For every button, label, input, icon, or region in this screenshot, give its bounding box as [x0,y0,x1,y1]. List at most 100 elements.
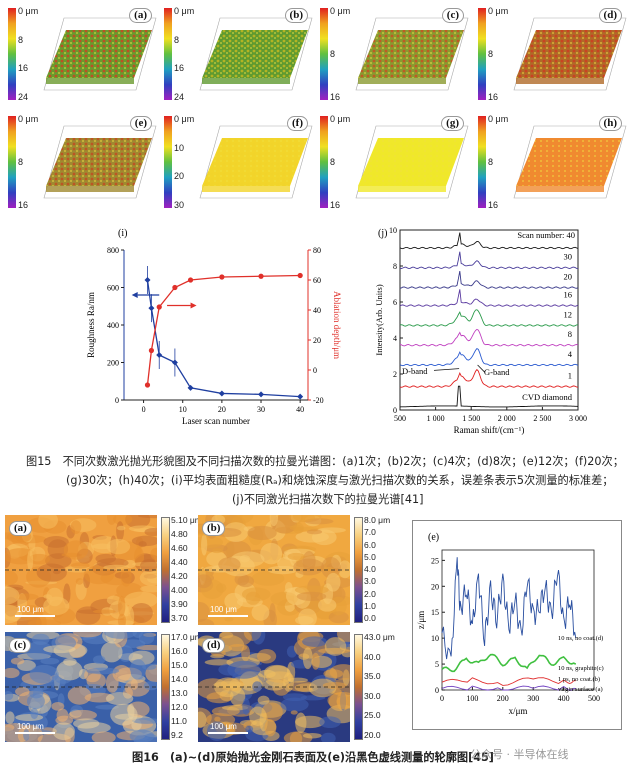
d-band-annotation: D-band [402,366,428,376]
colorbar-tick: 16 [330,200,341,210]
panel-label: (d) [202,638,226,653]
series-label: 8 [568,329,572,339]
x-tick: 0 [440,694,444,703]
colorbar-tick: 16.0 [171,646,188,656]
colorbar [161,634,170,740]
colorbar-tick: 20 [174,171,185,182]
colorbar-tick: 40.0 [364,651,381,662]
x-tick: 30 [257,405,265,414]
spectrum-line [399,348,579,367]
x-tick: 20 [218,405,226,414]
x-tick: 500 [394,414,406,423]
scale-bar-label: 100 μm [210,722,237,731]
y2-tick: 40 [313,306,321,315]
spectrum-line [399,385,579,408]
caption-line: 图15 不同次数激光抛光形貌图及不同扫描次数的拉曼光谱图：(a)1次；(b)2次… [26,455,624,468]
data-point [187,384,194,391]
profile-line [441,677,576,686]
colorbar-tick: 4.60 [171,543,188,553]
watermark: 公众号 · 半导体在线 [470,748,569,761]
profile-line [441,685,576,691]
colorbar-tick: 0 μm [488,6,509,16]
x-tick: 1 000 [427,414,445,423]
x-tick: 2 000 [498,414,516,423]
series-label: 10 ns, graphite(c) [558,665,604,672]
colorbar-tick: 12.0 [171,702,188,712]
data-point [187,277,194,283]
panel-label: (h) [598,116,622,131]
figure-16-caption: 图16 (a)~(d)原始抛光金刚石表面及(e)沿黑色虚线测量的轮廓图[45] [132,751,494,764]
y-tick: 6 [393,298,397,307]
colorbar-tick: 3.90 [171,599,188,609]
data-point [258,391,265,398]
surface-plot [43,17,157,91]
scale-bar [15,615,55,617]
series-label: 16 [564,290,573,300]
colorbar-tick: 4.20 [171,571,188,581]
colorbar-tick: 10 [174,142,185,153]
chart-j: (j) 0 2 4 6 8 10 500 1 000 1 500 2 000 2 500 3 000 R… [374,226,587,435]
data-point [218,390,225,397]
colorbar [320,116,328,208]
chart-e: (e) 0 5 10 15 20 25 0 100 200 300 400 500 x/μm z/μm 10… [412,520,622,730]
y2-tick: -20 [313,396,324,405]
data-point [297,272,303,279]
y-tick: 8 [393,262,397,271]
y2-tick: 0 [313,366,317,375]
caption-line: (g)30次；(h)40次；(i)平均表面粗糙度(Rₐ)和烧蚀深度与激光扫描次数… [66,474,614,487]
y-tick: 0 [393,406,397,415]
series-label: 1 [568,371,572,381]
scale-bar-label: 100 μm [17,722,44,731]
colorbar-tick: 4.80 [171,529,188,539]
colorbar-tick: 9.2 [171,730,183,740]
y-tick: 25 [431,556,439,565]
data-point [219,274,225,280]
colorbar [164,116,172,208]
colorbar-tick: 16 [174,63,185,74]
series-label: virgin surface (a) [558,686,603,693]
surface-panel: 0 μm 8 16 (c) [320,4,470,104]
colorbar-tick: 16 [18,63,29,74]
colorbar [8,8,16,100]
colorbar-tick: 20.0 [364,730,381,740]
scale-bar-label: 100 μm [17,605,44,614]
colorbar-tick: 5.0 [364,551,376,562]
y-tick: 10 [389,226,397,235]
y-tick: 600 [107,284,119,293]
series-line [146,279,301,398]
x-tick: 2 500 [533,414,551,423]
surface-plot [43,125,157,199]
surface-panel: 0 μm 8 16 24 (b) [164,4,314,104]
colorbar [161,517,170,623]
caption-line: (j)不同激光扫描次数下的拉曼光谱[41] [232,493,424,506]
colorbar-tick: 0 μm [488,114,509,124]
chart-j-label: (j) [378,228,387,239]
y-tick: 15 [431,608,439,617]
panel-label: (b) [284,8,308,23]
colorbar-tick: 35.0 [364,671,381,682]
colorbar-tick: 8 [488,49,494,59]
y2-tick: 80 [313,246,321,255]
spectrum-line [399,328,579,347]
figure-15-caption: 图15 不同次数激光抛光形貌图及不同扫描次数的拉曼光谱图：(a)1次；(b)2次… [26,452,626,509]
y-tick: 5 [435,660,439,669]
panel-label: (a) [129,8,152,23]
colorbar [8,116,16,208]
colorbar-tick: 4.00 [171,585,188,595]
y-tick: 2 [393,370,397,379]
colorbar [478,8,486,100]
chart-i-label: (i) [118,228,127,239]
series-label: 12 [564,309,573,319]
spectrum-line [399,309,579,327]
colorbar-tick: 30.0 [364,690,381,701]
y-tick: 200 [107,359,119,368]
x-axis-label: Raman shift/(cm⁻¹) [454,425,525,435]
y-axis-label: z/μm [416,611,426,629]
x-tick: 1 500 [462,414,480,423]
series-label: 30 [564,252,573,262]
spectrum-line [399,289,579,307]
y2-tick: 60 [313,276,321,285]
colorbar-tick: 24 [174,92,185,102]
panel-label: (d) [598,8,622,23]
